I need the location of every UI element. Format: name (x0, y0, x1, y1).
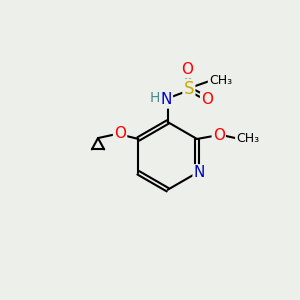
Text: S: S (184, 80, 194, 98)
Text: N: N (160, 92, 172, 107)
Text: H: H (150, 92, 160, 106)
Text: O: O (114, 126, 126, 141)
Text: N: N (194, 165, 205, 180)
Text: CH₃: CH₃ (236, 133, 259, 146)
Text: O: O (213, 128, 225, 143)
Text: O: O (201, 92, 213, 107)
Text: CH₃: CH₃ (209, 74, 232, 87)
Text: O: O (182, 62, 194, 77)
